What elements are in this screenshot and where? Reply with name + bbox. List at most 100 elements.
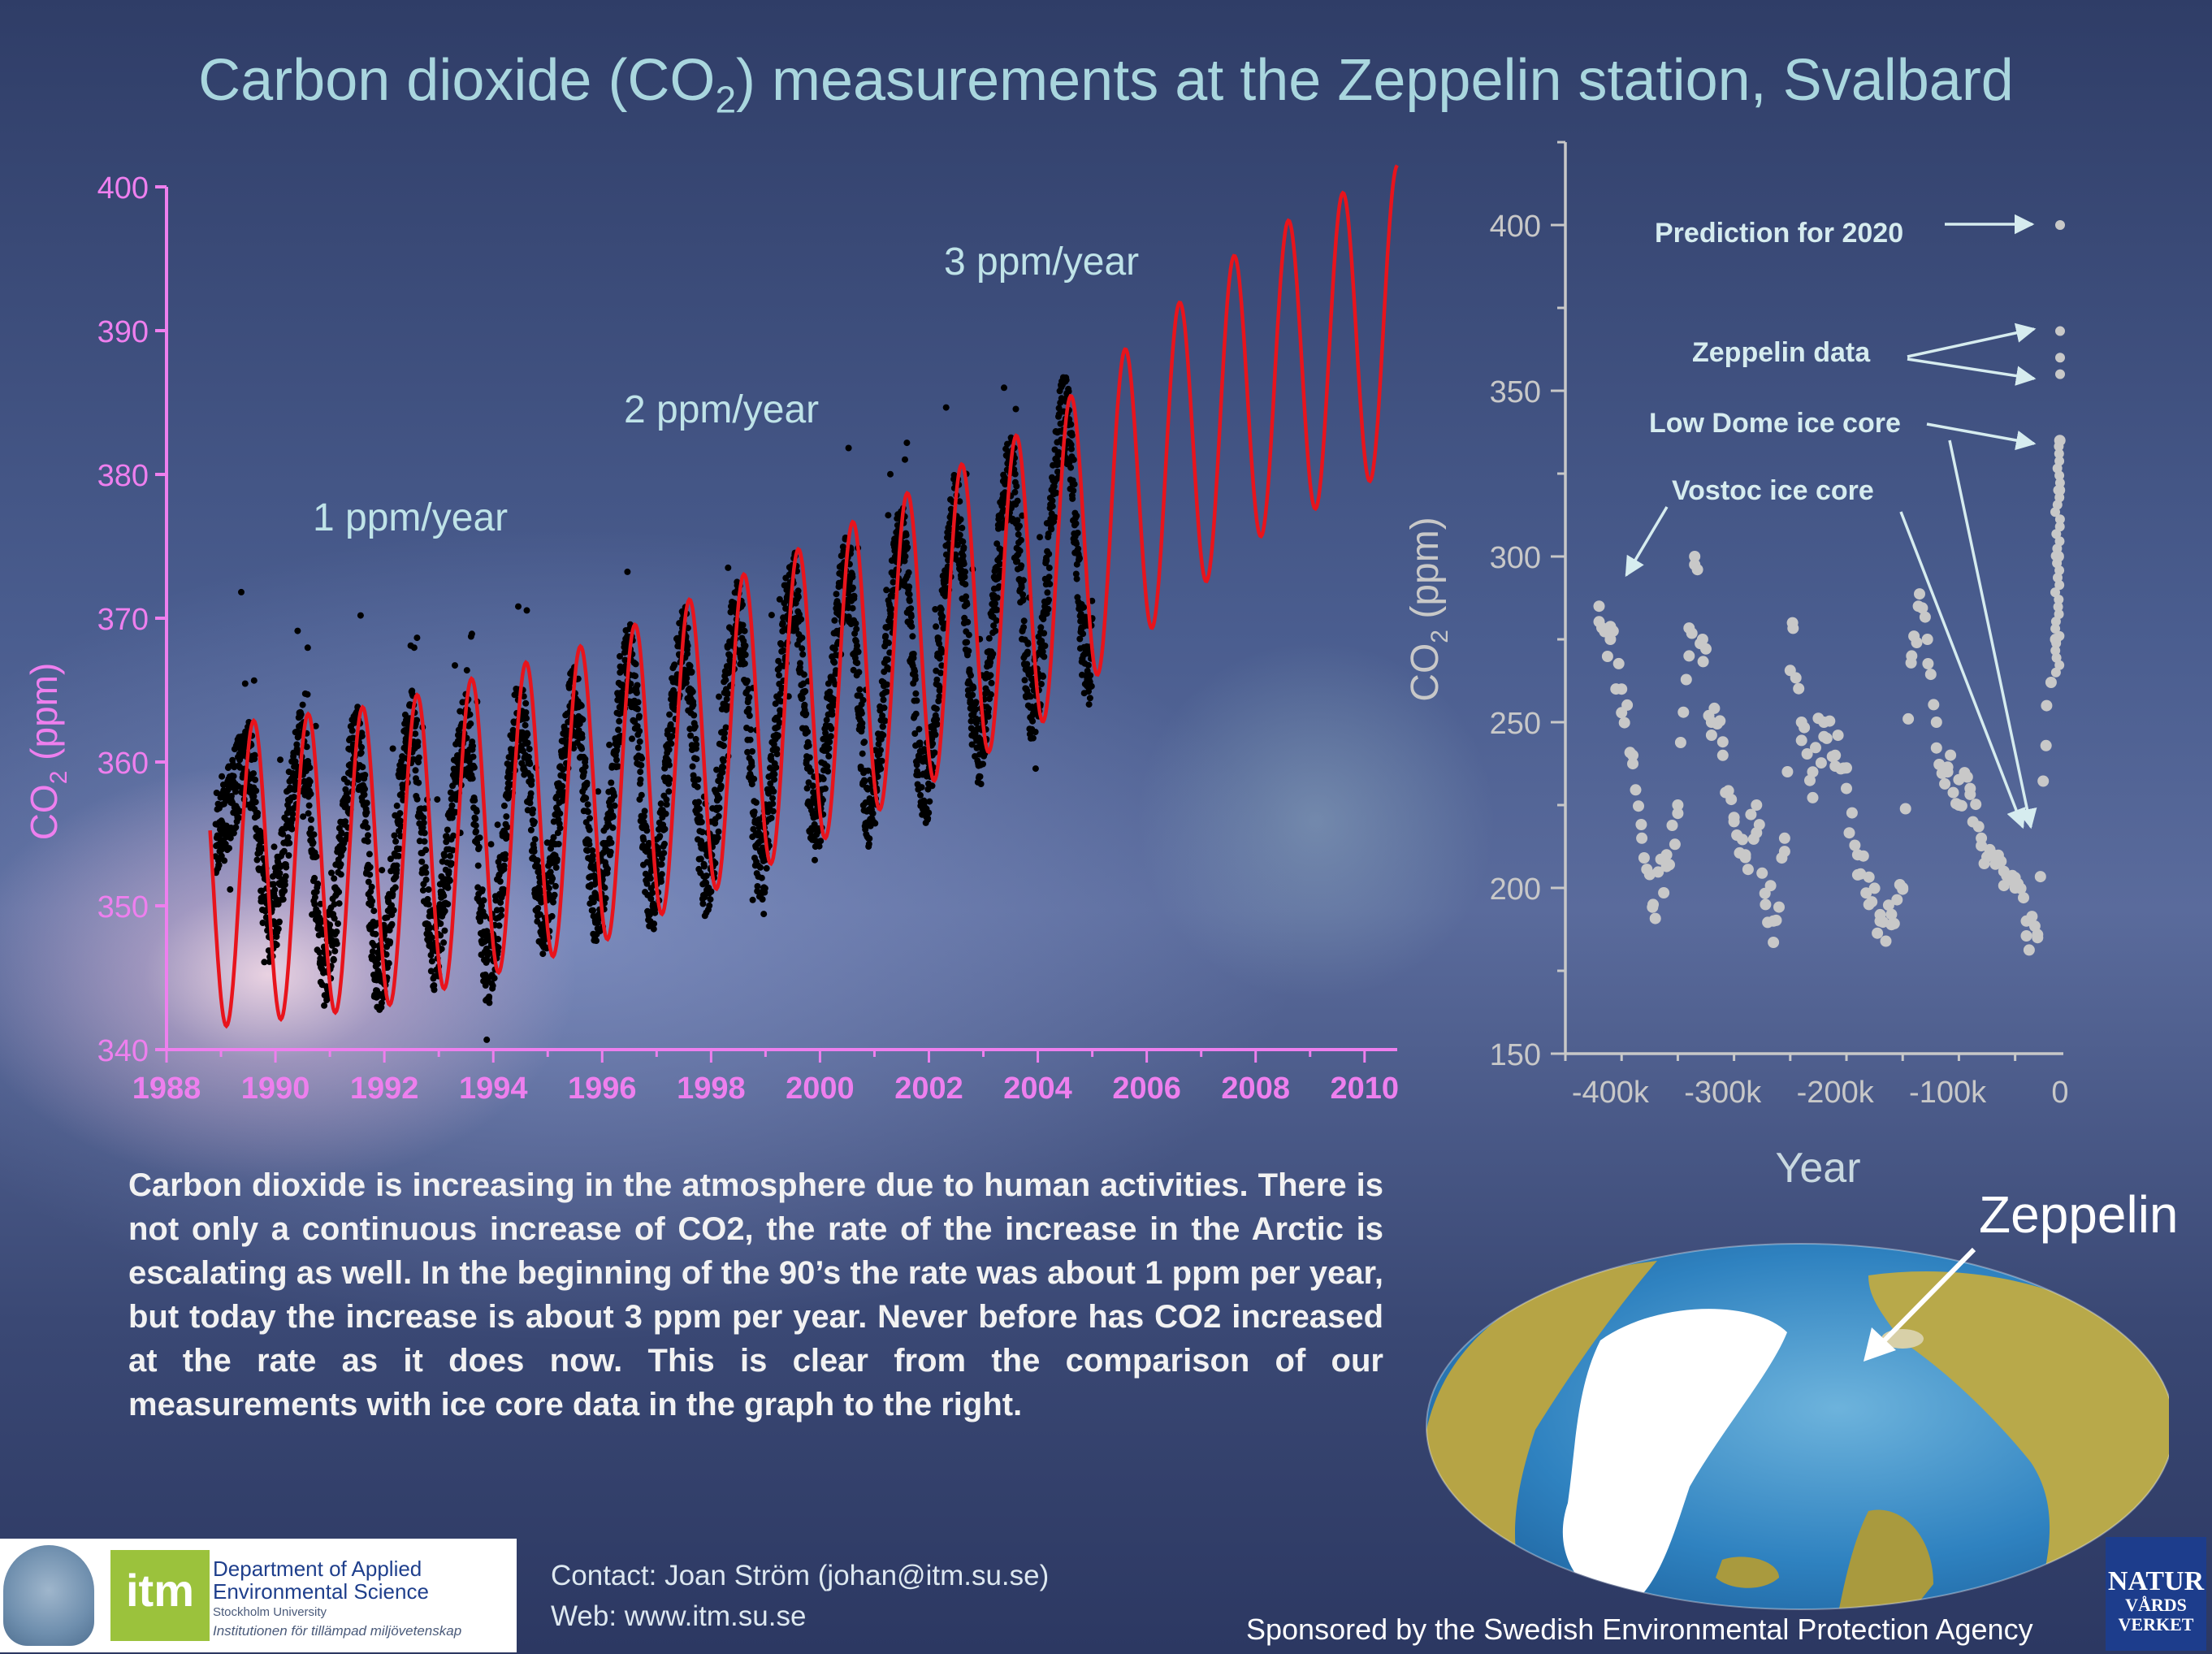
ice-core-point: [2037, 775, 2050, 787]
observation-point: [854, 642, 860, 649]
observation-point: [872, 820, 879, 827]
annotation-vostoc: Vostoc ice core: [1672, 475, 1874, 506]
ice-core-point: [2026, 911, 2038, 923]
observation-point: [638, 755, 646, 762]
observation-point: [1065, 388, 1072, 395]
observation-point: [503, 813, 510, 821]
observation-point: [793, 626, 800, 633]
observation-point: [992, 600, 998, 607]
observation-point: [431, 986, 438, 994]
ice-x-axis-label: Year: [1775, 1145, 1860, 1192]
observation-point: [962, 581, 969, 588]
observation-point: [1067, 464, 1075, 471]
observation-point: [1058, 395, 1065, 402]
ice-core-point: [1820, 732, 1833, 744]
ice-core-point: [1899, 803, 1911, 815]
observation-point: [276, 869, 284, 877]
observation-point: [990, 622, 998, 630]
ice-core-point: [1872, 927, 1884, 939]
ice-core-point: [1799, 721, 1811, 734]
title-main: Carbon dioxide (CO: [198, 48, 716, 113]
observation-point: [802, 687, 809, 695]
observation-point: [668, 740, 675, 747]
observation-point: [1085, 701, 1093, 708]
observation-point: [393, 802, 400, 809]
observation-point: [522, 709, 530, 716]
observation-point: [578, 702, 585, 709]
observation-point: [515, 603, 522, 610]
observation-point: [660, 850, 668, 857]
observation-point: [398, 790, 405, 798]
observation-point: [861, 777, 868, 785]
observation-point: [422, 864, 429, 871]
observation-point: [443, 838, 450, 846]
observation-point: [583, 779, 591, 786]
ice-core-point: [1669, 838, 1681, 851]
observation-point: [632, 673, 638, 680]
observation-point: [1082, 613, 1089, 621]
observation-point: [286, 839, 293, 846]
ice-ylabel-rest: (ppm): [1404, 517, 1447, 630]
logo-university: Stockholm University: [213, 1605, 327, 1619]
observation-point: [587, 815, 593, 822]
observation-point: [969, 691, 976, 699]
observation-point: [449, 846, 457, 854]
observation-point: [504, 824, 511, 831]
ice-core-point: [1945, 749, 1957, 761]
observation-point: [933, 623, 940, 630]
main-x-tick-label: 2010: [1331, 1072, 1400, 1106]
observation-point: [1024, 660, 1031, 668]
ice-core-point: [1832, 730, 1844, 742]
observation-point: [467, 720, 474, 727]
observation-point: [1070, 487, 1077, 494]
observation-point: [1015, 530, 1022, 538]
observation-point: [310, 839, 317, 846]
observation-point: [879, 712, 886, 719]
ice-core-series: [1593, 220, 2066, 956]
observation-point: [803, 710, 810, 717]
observation-point: [959, 552, 967, 560]
observation-point: [1016, 548, 1024, 555]
observation-point: [667, 721, 674, 728]
observation-point: [275, 918, 283, 925]
observation-point: [444, 901, 452, 907]
observation-point: [357, 612, 364, 619]
observation-point: [361, 786, 368, 793]
observation-point: [250, 793, 258, 800]
observation-point: [634, 705, 641, 712]
observation-point: [798, 616, 805, 623]
ice-core-point: [1716, 736, 1729, 748]
observation-point: [1074, 530, 1081, 536]
logo-institute: Institutionen för tillämpad miljövetensk…: [213, 1623, 462, 1639]
observation-point: [741, 627, 748, 634]
ice-core-point: [1914, 588, 1925, 600]
observation-point: [526, 799, 534, 807]
observation-point: [468, 630, 475, 638]
observation-point: [525, 753, 532, 760]
ice-core-point: [1652, 866, 1664, 878]
contact-line: Contact: Joan Ström (johan@itm.su.se): [551, 1560, 1050, 1591]
observation-point: [985, 634, 993, 642]
observation-point: [794, 593, 802, 600]
observation-point: [593, 937, 600, 944]
observation-point: [299, 701, 306, 708]
observation-point: [796, 611, 803, 618]
observation-point: [559, 782, 566, 790]
observation-point: [663, 801, 670, 808]
observation-point: [452, 662, 458, 669]
observation-point: [665, 746, 673, 753]
observation-point: [1029, 717, 1037, 725]
itm-logo-mark: itm: [110, 1550, 210, 1641]
observation-point: [850, 666, 857, 673]
observation-point: [669, 733, 676, 740]
observation-point: [370, 907, 378, 915]
observation-point: [1075, 545, 1082, 552]
observation-point: [926, 798, 933, 805]
observation-point: [963, 600, 971, 608]
observation-point: [579, 716, 587, 723]
observation-point: [258, 887, 266, 894]
observation-point: [303, 743, 310, 751]
ice-core-point: [2018, 892, 2029, 904]
observation-point: [640, 812, 647, 820]
